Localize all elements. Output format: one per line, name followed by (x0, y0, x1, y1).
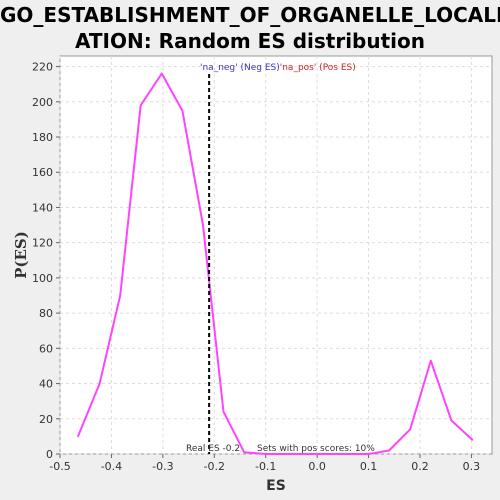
data-point (430, 360, 432, 362)
data-point (140, 105, 142, 107)
x-tick-label: 0.2 (411, 460, 429, 473)
x-tick-label: -0.4 (101, 460, 122, 473)
x-tick-label: -0.2 (204, 460, 225, 473)
y-tick-label: 20 (39, 413, 53, 426)
x-axis-label: ES (266, 478, 286, 494)
pos-scores-label: Sets with pos scores: 10% (257, 444, 375, 454)
data-point (472, 439, 474, 441)
data-point (388, 450, 390, 452)
data-point (243, 451, 245, 453)
data-point (202, 224, 204, 226)
legend: 'na_neg' (Neg ES)'na_pos' (Pos ES) (200, 63, 356, 73)
x-tick-label: -0.3 (152, 460, 173, 473)
data-point (119, 295, 121, 297)
y-tick-label: 0 (46, 448, 53, 461)
data-point (99, 383, 101, 385)
x-tick-label: -0.5 (49, 460, 70, 473)
x-tick-label: -0.1 (255, 460, 276, 473)
data-point (182, 110, 184, 112)
data-point (223, 411, 225, 413)
data-point (161, 73, 163, 75)
x-tick-label: 0.3 (463, 460, 481, 473)
y-tick-label: 160 (32, 166, 53, 179)
x-tick-label: 0.1 (360, 460, 378, 473)
y-tick-label: 40 (39, 378, 53, 391)
data-point (451, 420, 453, 422)
legend-pos-es: 'na_pos' (Pos ES) (280, 63, 356, 73)
y-tick-label: 100 (32, 272, 53, 285)
y-axis-label: P(ES) (12, 231, 30, 279)
data-point (409, 429, 411, 431)
real-es-label: Real ES -0.2 (186, 444, 240, 454)
legend-neg-es: 'na_neg' (Neg ES) (200, 63, 280, 73)
x-tick-label: 0.0 (308, 460, 326, 473)
y-tick-label: 80 (39, 307, 53, 320)
y-tick-label: 120 (32, 237, 53, 250)
y-tick-label: 180 (32, 131, 53, 144)
y-tick-label: 200 (32, 96, 53, 109)
data-point (77, 436, 79, 438)
y-tick-label: 220 (32, 61, 53, 74)
y-tick-label: 140 (32, 201, 53, 214)
y-tick-label: 60 (39, 342, 53, 355)
